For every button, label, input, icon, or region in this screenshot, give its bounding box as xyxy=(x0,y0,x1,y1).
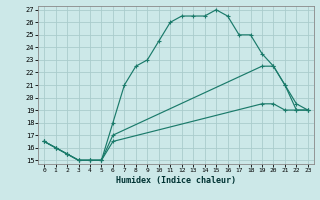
X-axis label: Humidex (Indice chaleur): Humidex (Indice chaleur) xyxy=(116,176,236,185)
